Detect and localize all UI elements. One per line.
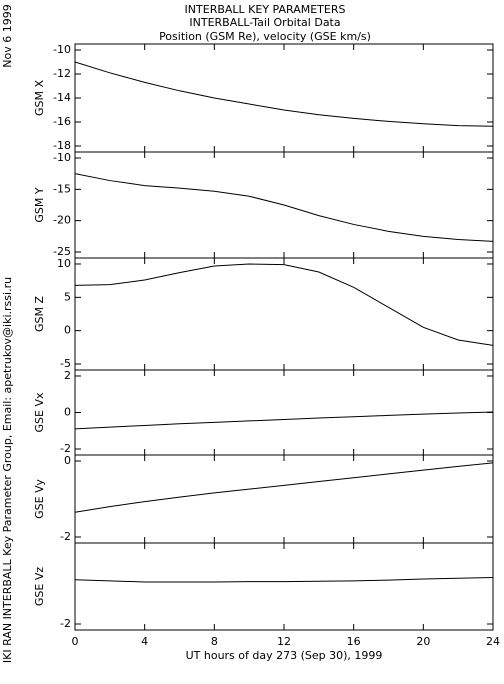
y-tick-label: -20	[53, 214, 71, 227]
y-tick-label: 5	[64, 290, 71, 303]
y-tick-label: -18	[53, 139, 71, 152]
y-axis-label: GSE Vx	[33, 392, 46, 432]
x-tick-label: 4	[141, 635, 148, 648]
credit: IKI RAN INTERBALL Key Parameter Group, E…	[1, 277, 14, 663]
title-line: INTERBALL-Tail Orbital Data	[189, 16, 340, 29]
title-line: INTERBALL KEY PARAMETERS	[185, 3, 346, 16]
y-axis-label: GSM X	[33, 80, 46, 116]
data-line	[74, 411, 494, 430]
y-tick-label: 2	[64, 369, 71, 382]
y-tick-label: -12	[53, 67, 71, 80]
y-tick-label: -2	[60, 442, 71, 455]
y-tick-label: -14	[53, 91, 71, 104]
y-tick-label: 0	[64, 454, 71, 467]
panel-frame	[74, 369, 494, 456]
y-tick-label: -15	[53, 182, 71, 195]
x-axis-label: UT hours of day 273 (Sep 30), 1999	[186, 649, 383, 662]
y-axis-label: GSM Y	[33, 187, 46, 222]
y-tick-label: -2	[60, 617, 71, 630]
y-tick-label: 10	[57, 257, 71, 270]
data-line	[74, 577, 494, 583]
y-tick-label: 0	[64, 324, 71, 337]
x-tick-label: 8	[211, 635, 218, 648]
data-line	[74, 173, 494, 242]
data-line	[74, 61, 494, 127]
y-tick-label: -25	[53, 245, 71, 258]
data-line	[74, 462, 494, 513]
x-tick-label: 0	[72, 635, 79, 648]
y-tick-label: -10	[53, 151, 71, 164]
y-tick-label: 0	[64, 406, 71, 419]
data-line	[74, 263, 494, 346]
panel-frame	[74, 454, 494, 544]
y-tick-label: -16	[53, 115, 71, 128]
title-line: Position (GSM Re), velocity (GSE km/s)	[159, 30, 371, 43]
y-axis-label: GSM Z	[33, 296, 46, 332]
x-tick-label: 24	[486, 635, 500, 648]
y-axis-label: GSE Vy	[33, 479, 46, 519]
x-tick-label: 20	[416, 635, 430, 648]
panel-frame	[74, 43, 494, 153]
y-axis-label: GSE Vz	[33, 567, 46, 606]
panel-frame	[74, 257, 494, 371]
x-tick-label: 16	[347, 635, 361, 648]
x-tick-label: 12	[277, 635, 291, 648]
date: Nov 6 1999	[1, 4, 14, 67]
panel-frame	[74, 542, 494, 631]
y-tick-label: -10	[53, 43, 71, 56]
y-tick-label: -5	[60, 357, 71, 370]
y-tick-label: -2	[60, 530, 71, 543]
